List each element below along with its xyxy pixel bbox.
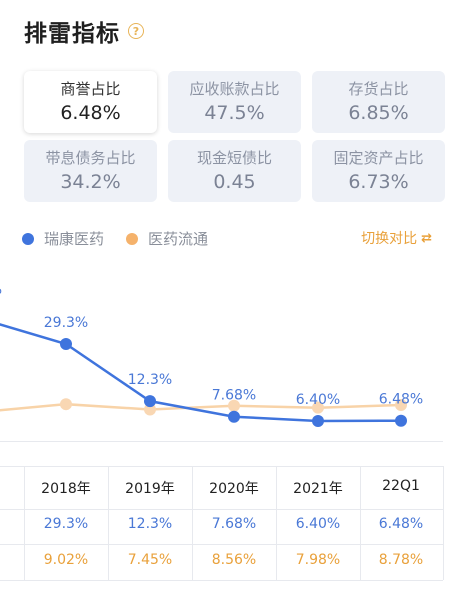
data-point-company[interactable] xyxy=(312,415,324,427)
table-cell: 9.02% xyxy=(43,552,89,568)
data-point-company[interactable] xyxy=(395,414,407,427)
legend-item-industry[interactable]: 医药流通 xyxy=(126,228,208,249)
table-cell: 6.48% xyxy=(378,516,424,532)
question-circle-icon[interactable]: ? xyxy=(128,23,144,39)
metric-card-interest-debt[interactable]: 带息债务占比 34.2% xyxy=(24,140,157,202)
compare-switch-icon: ⇄ xyxy=(421,230,432,246)
metric-value: 6.73% xyxy=(348,170,409,193)
table-cell: 6.40% xyxy=(295,516,341,532)
legend-dot xyxy=(126,232,139,245)
table-header-cell: 2018年 xyxy=(41,481,91,497)
table-col-divider xyxy=(360,466,361,580)
metric-label: 现金短债比 xyxy=(196,148,272,167)
data-point-company[interactable] xyxy=(228,410,240,423)
metric-label: 带息债务占比 xyxy=(45,148,136,167)
table-cell: 8.56% xyxy=(211,552,257,568)
table-header-cell: 2021年 xyxy=(293,481,343,497)
metric-label: 商誉占比 xyxy=(60,79,121,98)
metric-value: 0.45 xyxy=(213,170,256,193)
table-header-cell: 2019年 xyxy=(125,481,175,497)
metric-card-fixed-assets[interactable]: 固定资产占比 6.73% xyxy=(312,140,445,202)
metric-value: 6.85% xyxy=(348,101,409,124)
table-cell: 29.3% xyxy=(43,516,89,532)
data-point-industry[interactable] xyxy=(395,398,407,411)
chart-legend: 瑞康医药 医药流通 xyxy=(22,228,230,249)
table-cell: 12.3% xyxy=(127,516,173,532)
legend-item-company[interactable]: 瑞康医药 xyxy=(22,228,104,249)
data-point-industry[interactable] xyxy=(144,403,156,416)
table-cell: 8.78% xyxy=(378,552,424,568)
table-cell: 7.98% xyxy=(295,552,341,568)
metric-label: 固定资产占比 xyxy=(333,148,424,167)
chart-baseline xyxy=(0,441,443,442)
table-row-divider xyxy=(0,509,443,510)
table-header-cell: 22Q1 xyxy=(382,478,420,494)
page-title: 排雷指标 xyxy=(24,21,120,47)
legend-label: 瑞康医药 xyxy=(44,230,105,248)
table-top-border xyxy=(0,466,443,467)
data-point-industry[interactable] xyxy=(312,401,324,414)
series-line-industry xyxy=(0,402,402,412)
switch-label: 切换对比 xyxy=(361,231,418,247)
data-label: 12.3% xyxy=(128,372,172,388)
data-label: 6.48% xyxy=(379,392,423,408)
metric-card-inventory[interactable]: 存货占比 6.85% xyxy=(312,71,445,133)
series-line-company xyxy=(0,323,402,423)
table-col-divider xyxy=(443,466,444,580)
metric-value: 6.48% xyxy=(60,101,121,124)
data-point-company[interactable] xyxy=(60,338,72,350)
table-header-cell: 2020年 xyxy=(209,481,259,497)
switch-compare-button[interactable]: 切换对比 ⇄ xyxy=(361,228,432,248)
data-label: 29.3% xyxy=(44,315,88,331)
metric-value: 47.5% xyxy=(204,101,265,124)
table-col-divider xyxy=(276,466,277,580)
table-cell: 7.45% xyxy=(127,552,173,568)
table-cell: 7.68% xyxy=(211,516,257,532)
table-col-divider xyxy=(24,466,25,580)
table-col-divider xyxy=(192,466,193,580)
legend-label: 医药流通 xyxy=(148,230,209,248)
metric-label: 存货占比 xyxy=(348,79,409,98)
data-point-industry[interactable] xyxy=(60,398,72,411)
table-col-divider xyxy=(108,466,109,580)
header: 排雷指标 ? xyxy=(24,14,144,48)
data-point-industry[interactable] xyxy=(228,399,240,412)
line-chart: % 29.3% 12.3% 7.68% 6.40% 6.48% xyxy=(0,282,423,427)
data-label: 7.68% xyxy=(212,388,256,404)
metric-card-goodwill[interactable]: 商誉占比 6.48% xyxy=(24,71,157,133)
data-point-company[interactable] xyxy=(144,395,156,408)
table-row-divider xyxy=(0,544,443,545)
table-bottom-border xyxy=(0,580,443,581)
metric-value: 34.2% xyxy=(60,170,121,193)
metric-card-cash-short-debt[interactable]: 现金短债比 0.45 xyxy=(168,140,301,202)
data-label: 6.40% xyxy=(296,392,340,408)
data-label: % xyxy=(0,282,2,298)
metric-label: 应收账款占比 xyxy=(189,79,280,98)
metric-card-receivables[interactable]: 应收账款占比 47.5% xyxy=(168,71,301,133)
legend-dot xyxy=(22,232,34,245)
